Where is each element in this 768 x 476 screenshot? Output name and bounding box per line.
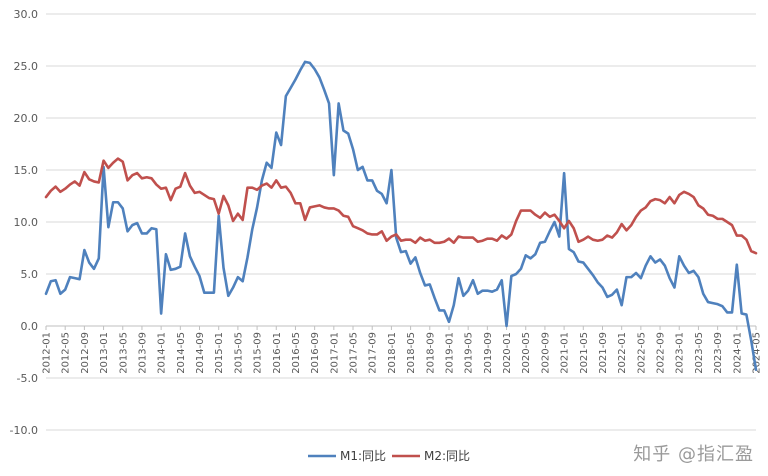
y-tick-label: -10.0 [10,424,38,437]
x-tick-label: 2014-05 [176,332,187,374]
x-tick-label: 2015-01 [214,332,225,374]
y-tick-label: 20.0 [14,112,39,125]
x-tick-label: 2023-05 [694,332,705,374]
x-tick-label: 2019-09 [483,332,494,374]
x-tick-label: 2012-09 [80,332,91,374]
x-tick-label: 2023-09 [713,332,724,374]
gridlines [46,13,756,431]
series-line-m1 [44,60,758,371]
x-tick-label: 2018-09 [425,332,436,374]
y-tick-label: 0.0 [21,320,39,333]
legend-label: M1:同比 [340,449,386,463]
series-lines [44,60,758,371]
y-tick-label: 30.0 [14,8,39,21]
series-line-m2 [44,157,758,255]
x-tick-label: 2016-01 [272,332,283,374]
x-tick-label: 2015-05 [233,332,244,374]
x-tick-label: 2017-05 [349,332,360,374]
x-tick-label: 2021-05 [579,332,590,374]
x-tick-label: 2018-05 [406,332,417,374]
y-tick-label: 15.0 [14,164,39,177]
x-tick-label: 2016-09 [310,332,321,374]
y-axis: 30.0 25.0 20.0 15.0 10.0 5.0 0.0 -5.0 -10.0 [10,8,38,437]
x-tick-label: 2021-09 [598,332,609,374]
x-tick-label: 2017-01 [329,332,340,374]
x-tick-label: 2022-05 [636,332,647,374]
x-tick-label: 2013-01 [99,332,110,374]
x-tick-label: 2021-01 [560,332,571,374]
x-tick-label: 2020-01 [502,332,513,374]
x-tick-label: 2017-09 [368,332,379,374]
x-tick-label: 2019-01 [444,332,455,374]
x-tick-label: 2015-09 [253,332,264,374]
legend-label: M2:同比 [424,449,470,463]
x-tick-label: 2012-01 [42,332,53,374]
legend: M1:同比 M2:同比 [308,449,470,463]
watermark: 知乎 @指汇盈 [633,444,754,465]
x-tick-label: 2022-09 [656,332,667,374]
y-tick-label: 25.0 [14,60,39,73]
x-tick-label: 2024-01 [732,332,743,374]
x-tick-label: 2020-05 [521,332,532,374]
y-tick-label: -5.0 [17,372,38,385]
y-tick-label: 5.0 [21,268,39,281]
x-tick-label: 2023-01 [675,332,686,374]
x-tick-label: 2020-09 [540,332,551,374]
x-tick-label: 2022-01 [617,332,628,374]
x-tick-label: 2018-01 [387,332,398,374]
x-tick-label: 2019-05 [464,332,475,374]
x-tick-label: 2014-01 [157,332,168,374]
x-tick-label: 2013-05 [118,332,129,374]
x-axis: 2012-01 2012-05 2012-09 2013-01 2013-05 2013-… [42,326,763,374]
x-tick-label: 2013-09 [137,332,148,374]
x-tick-label: 2014-09 [195,332,206,374]
y-tick-label: 10.0 [14,216,39,229]
x-tick-label: 2012-05 [61,332,72,374]
x-tick-label: 2016-05 [291,332,302,374]
x-tick-label: 2024-05 [752,332,763,374]
